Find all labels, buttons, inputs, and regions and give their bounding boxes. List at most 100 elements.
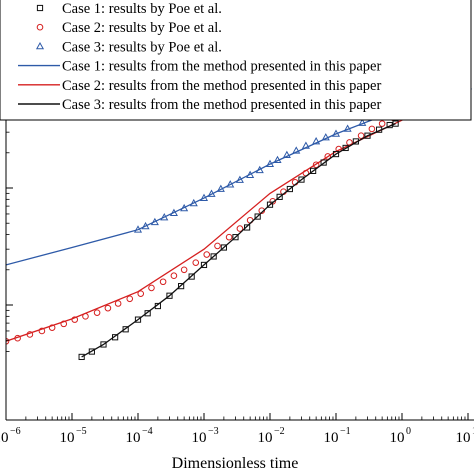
- x-tick-label: 10: [0, 430, 9, 446]
- data-point-triangle: [150, 217, 159, 226]
- x-tick-label-exponent: 0: [406, 426, 411, 437]
- data-point-circle: [357, 132, 365, 139]
- legend-marker-triangle: [35, 41, 45, 50]
- data-point-circle: [170, 272, 178, 280]
- data-point-triangle: [265, 159, 275, 168]
- data-point-square: [332, 150, 340, 158]
- data-point-circle: [26, 331, 34, 338]
- data-point-square: [320, 159, 327, 166]
- data-point-square: [376, 126, 383, 133]
- x-tick-label-exponent: −5: [76, 426, 87, 437]
- legend-label: Case 1: results from the method presente…: [62, 59, 381, 75]
- data-point-circle: [14, 334, 21, 342]
- x-tick-label: 10: [390, 430, 405, 446]
- data-point-circle: [324, 153, 332, 160]
- data-point-square: [200, 261, 208, 269]
- data-point-triangle: [282, 150, 291, 159]
- x-tick-label: 10: [258, 430, 273, 446]
- data-point-triangle: [312, 137, 321, 145]
- x-tick-label: 10: [456, 430, 471, 446]
- data-point-circle: [148, 284, 155, 292]
- x-tick-label-exponent: −6: [10, 426, 21, 437]
- data-point-circle: [378, 120, 386, 127]
- data-point-triangle: [199, 193, 209, 201]
- axes-layer: 10−610−510−410−310−210−1100101: [0, 70, 474, 446]
- x-tick-label-exponent: −1: [340, 426, 351, 437]
- data-point-circle: [225, 233, 233, 241]
- data-point-square: [386, 121, 393, 129]
- data-point-triangle: [246, 170, 255, 178]
- data-point-square: [178, 283, 185, 290]
- data-point-square: [188, 273, 195, 280]
- data-point-square: [78, 353, 85, 361]
- data-point-triangle: [189, 198, 198, 207]
- data-point-square: [342, 144, 349, 152]
- x-tick-label-exponent: −3: [208, 426, 219, 437]
- data-point-triangle: [235, 175, 244, 183]
- data-point-circle: [368, 125, 376, 133]
- data-point-triangle: [343, 124, 352, 132]
- data-point-triangle: [255, 165, 264, 174]
- legend-box: [0, 0, 472, 121]
- x-tick-label-exponent: 1: [472, 426, 474, 437]
- data-point-triangle: [216, 184, 225, 192]
- data-point-square: [244, 224, 251, 231]
- data-point-square: [286, 185, 293, 193]
- legend-label: Case 2: results from the method presente…: [62, 78, 381, 94]
- data-point-circle: [192, 259, 200, 266]
- data-point-square: [88, 348, 95, 355]
- data-point-square: [364, 132, 371, 139]
- data-point-triangle: [207, 189, 216, 197]
- data-point-triangle: [321, 133, 330, 141]
- x-tick-label-exponent: −4: [142, 426, 153, 437]
- data-point-triangle: [133, 225, 143, 233]
- data-point-square: [210, 253, 217, 260]
- series-line-4: [81, 123, 396, 358]
- data-point-square: [298, 176, 305, 183]
- series-layer: [6, 81, 473, 361]
- data-point-triangle: [331, 129, 341, 137]
- data-point-circle: [236, 225, 244, 232]
- x-tick-label: 10: [324, 430, 339, 446]
- data-point-circle: [93, 309, 101, 316]
- data-point-square: [154, 302, 161, 310]
- data-point-circle: [214, 242, 221, 250]
- data-point-circle: [126, 295, 134, 303]
- data-point-triangle: [301, 141, 310, 149]
- legend-label: Case 1: results by Poe et al.: [62, 1, 222, 17]
- data-point-square: [166, 292, 173, 299]
- data-point-square: [220, 244, 227, 251]
- data-point-triangle: [358, 118, 367, 126]
- data-point-circle: [137, 290, 145, 297]
- data-point-circle: [82, 313, 89, 320]
- data-point-triangle: [273, 155, 282, 164]
- data-point-circle: [71, 316, 79, 323]
- data-point-circle: [38, 327, 46, 335]
- data-point-square: [232, 234, 239, 241]
- legend-label: Case 2: results by Poe et al.: [62, 20, 222, 36]
- data-point-square: [276, 193, 283, 200]
- data-point-square: [134, 316, 142, 323]
- x-tick-label: 10: [60, 430, 75, 446]
- data-point-square: [144, 310, 151, 317]
- data-point-triangle: [141, 221, 150, 230]
- data-point-square: [112, 334, 119, 341]
- data-point-triangle: [180, 203, 189, 212]
- legend: Case 1: results by Poe et al. Case 2: res…: [0, 0, 472, 121]
- x-tick-label: 10: [192, 430, 207, 446]
- data-point-circle: [104, 304, 112, 312]
- data-point-square: [100, 341, 107, 348]
- data-point-circle: [114, 300, 122, 307]
- data-point-circle: [312, 161, 320, 169]
- data-point-triangle: [169, 208, 178, 217]
- data-point-square: [352, 138, 359, 145]
- x-axis-label: Dimensionless time: [172, 455, 299, 472]
- data-point-square: [122, 326, 129, 333]
- data-point-triangle: [160, 213, 169, 221]
- data-point-square: [254, 213, 261, 220]
- data-point-circle: [6, 337, 10, 345]
- x-tick-label: 10: [126, 430, 141, 446]
- legend-marker-circle: [36, 23, 44, 31]
- legend-label: Case 3: results from the method presente…: [62, 97, 381, 113]
